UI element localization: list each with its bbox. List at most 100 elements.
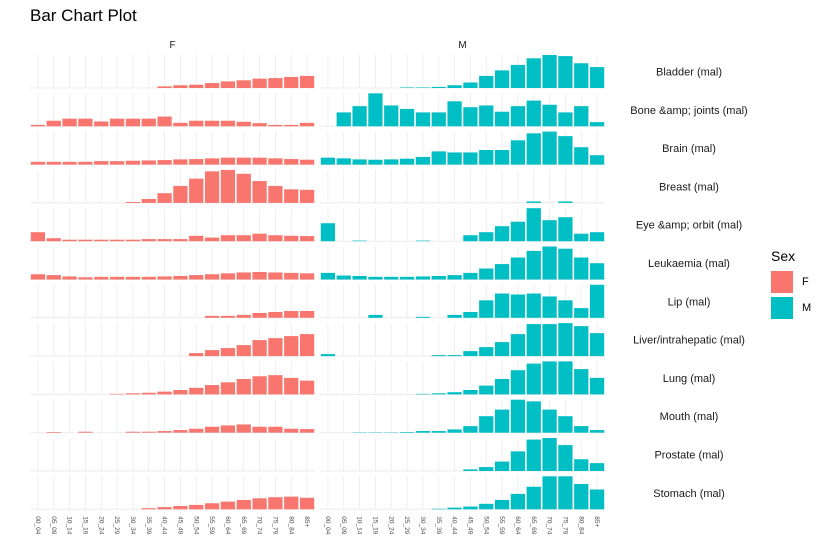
bar-f-50_54	[189, 428, 204, 433]
bar-f-55_59	[204, 83, 220, 88]
bar-f-30_34	[125, 276, 141, 280]
bar-m-75_79	[558, 416, 573, 433]
bar-f-00_04	[30, 274, 46, 280]
bar-m-70_74	[542, 324, 557, 357]
bar-m-65_69	[526, 293, 541, 318]
bar-m-55_59	[494, 264, 510, 280]
bar-f-45_49	[173, 390, 188, 395]
facet-strip-m: M	[458, 40, 466, 51]
x-tick-label: 75_79	[271, 516, 278, 534]
x-tick-label: 05_09	[340, 516, 347, 534]
x-tick-label: 65_69	[530, 516, 537, 534]
bar-m-70_74	[542, 131, 557, 165]
bar-f-10_14	[62, 161, 77, 165]
bar-m-85+	[589, 284, 605, 318]
facet-row-label: Brain (mal)	[662, 143, 716, 155]
bar-f-05_09	[46, 275, 61, 280]
bar-f-40_44	[157, 193, 172, 203]
bar-m-80_84	[574, 106, 589, 127]
panel-f-0	[30, 55, 315, 89]
legend-label-f: F	[802, 276, 809, 288]
bar-f-35_39	[141, 431, 156, 433]
bar-m-75_79	[558, 56, 573, 88]
bar-f-60_64	[220, 157, 236, 165]
bar-m-00_04	[320, 157, 336, 165]
x-tick-label: 15_19	[371, 516, 378, 534]
bar-m-25_29	[399, 108, 415, 127]
bar-m-50_54	[479, 503, 494, 510]
bar-m-25_29	[399, 158, 415, 165]
bar-m-70_74	[542, 476, 557, 510]
facet-row-label: Bladder (mal)	[656, 67, 722, 79]
bar-f-15_19	[78, 277, 93, 280]
bar-m-45_49	[463, 390, 478, 395]
bar-f-35_39	[141, 392, 156, 395]
panel-m-8	[320, 361, 605, 395]
bar-f-85+	[299, 497, 315, 510]
bar-m-20_24	[384, 159, 399, 165]
bar-f-35_39	[141, 508, 156, 510]
bar-m-50_54	[479, 347, 494, 357]
bar-f-65_69	[236, 121, 251, 127]
bar-m-60_64	[510, 334, 526, 357]
bar-m-55_59	[494, 150, 510, 165]
bar-f-60_64	[220, 382, 236, 395]
bar-f-75_79	[268, 272, 283, 280]
bar-f-85+	[299, 236, 315, 242]
bar-m-35_39	[431, 393, 446, 395]
bar-m-75_79	[558, 248, 573, 280]
bar-f-60_64	[220, 120, 236, 127]
panel-f-2	[30, 131, 315, 166]
bar-m-85+	[589, 67, 605, 88]
bar-m-10_14	[352, 275, 367, 280]
bar-f-50_54	[189, 387, 204, 395]
bar-f-80_84	[284, 235, 299, 242]
bar-f-05_09	[46, 238, 61, 242]
x-tick-label: 25_29	[113, 516, 120, 534]
bar-m-55_59	[494, 499, 510, 510]
bar-f-70_74	[252, 78, 267, 88]
bar-f-50_54	[189, 275, 204, 280]
facet-row-label: Lung (mal)	[663, 373, 716, 385]
bar-f-65_69	[236, 379, 251, 395]
legend-item-f: F	[771, 270, 811, 294]
bar-m-45_49	[463, 235, 478, 242]
bar-m-65_69	[526, 324, 541, 357]
bar-m-60_64	[510, 140, 526, 165]
x-tick-label: 45_49	[176, 516, 183, 534]
bar-m-55_59	[494, 409, 510, 433]
bar-m-55_59	[494, 379, 510, 395]
facet-row-label: Leukaemia (mal)	[648, 258, 730, 270]
bar-m-80_84	[574, 257, 589, 280]
bar-f-00_04	[30, 161, 46, 165]
bar-m-05_09	[336, 112, 351, 127]
panel-f-8	[30, 361, 315, 395]
x-tick-label: 70_74	[256, 516, 263, 534]
bar-m-30_34	[415, 156, 431, 165]
bar-f-30_34	[125, 431, 141, 433]
x-tick-label: 15_19	[81, 516, 88, 534]
panel-f-4	[30, 208, 315, 242]
bar-m-85+	[589, 333, 605, 357]
bar-f-10_14	[62, 276, 77, 280]
bar-f-75_79	[268, 235, 283, 242]
bar-m-10_14	[352, 159, 367, 165]
bar-m-85+	[589, 430, 605, 433]
bar-f-50_54	[189, 353, 204, 357]
legend-key-f	[771, 271, 793, 293]
bar-m-20_24	[384, 276, 399, 280]
bar-f-85+	[299, 75, 315, 88]
bar-f-20_24	[94, 276, 109, 280]
bar-m-30_34	[415, 393, 431, 395]
bar-f-55_59	[204, 237, 220, 242]
bar-f-40_44	[157, 507, 172, 510]
bar-m-75_79	[558, 112, 573, 127]
bar-m-40_44	[447, 355, 462, 357]
panel-f-5	[30, 246, 315, 280]
bar-m-45_49	[463, 469, 478, 471]
bar-f-60_64	[220, 235, 236, 242]
bar-f-25_29	[109, 393, 125, 395]
x-tick-label: 70_74	[546, 516, 553, 534]
bar-f-40_44	[157, 239, 172, 242]
bar-f-80_84	[284, 159, 299, 165]
